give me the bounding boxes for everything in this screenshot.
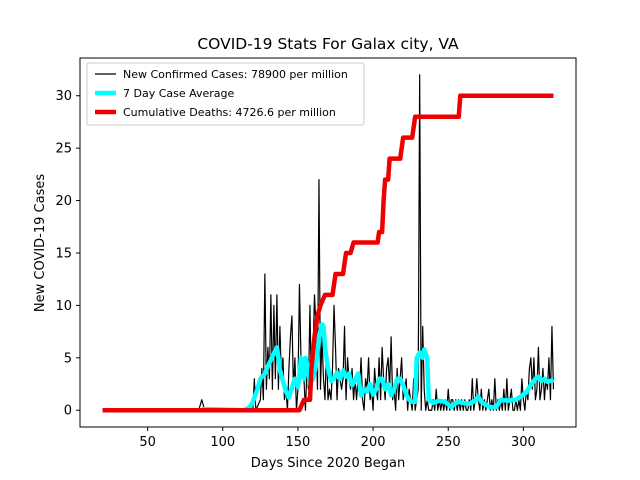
x-axis-title: Days Since 2020 Began — [251, 456, 406, 471]
x-tick-label: 50 — [139, 435, 156, 450]
x-tick-label: 100 — [210, 435, 235, 450]
y-tick-label: 25 — [55, 142, 72, 157]
y-tick-label: 20 — [55, 194, 72, 209]
y-tick-label: 15 — [55, 246, 72, 261]
seven-day-average-line — [201, 322, 555, 413]
legend: New Confirmed Cases: 78900 per million 7… — [86, 62, 365, 126]
x-axis: 50 100 150 200 250 300 — [139, 427, 536, 450]
chart-title: COVID-19 Stats For Galax city, VA — [197, 35, 459, 53]
new-cases-line — [102, 74, 555, 411]
x-tick-label: 200 — [361, 435, 386, 450]
legend-label-average: 7 Day Case Average — [123, 87, 235, 100]
legend-label-deaths: Cumulative Deaths: 4726.6 per million — [123, 106, 336, 119]
x-tick-label: 250 — [436, 435, 461, 450]
plot-area — [79, 57, 577, 428]
y-tick-label: 30 — [55, 89, 72, 104]
legend-label-cases: New Confirmed Cases: 78900 per million — [123, 68, 348, 81]
x-tick-label: 150 — [286, 435, 311, 450]
y-axis: 0 5 10 15 20 25 30 — [55, 89, 80, 419]
y-axis-title: New COVID-19 Cases — [33, 174, 48, 312]
cumulative-deaths-line — [102, 93, 554, 413]
series-layer — [102, 74, 555, 413]
legend-box — [86, 62, 365, 126]
x-tick-label: 300 — [511, 435, 536, 450]
y-tick-label: 0 — [64, 404, 72, 419]
axes-frame — [79, 57, 577, 428]
y-tick-label: 10 — [55, 299, 72, 314]
y-tick-label: 5 — [64, 351, 72, 366]
